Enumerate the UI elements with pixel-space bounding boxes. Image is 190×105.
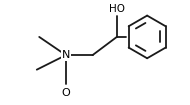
Text: N: N	[62, 50, 70, 60]
Text: HO: HO	[109, 4, 125, 14]
Text: O: O	[62, 88, 70, 98]
